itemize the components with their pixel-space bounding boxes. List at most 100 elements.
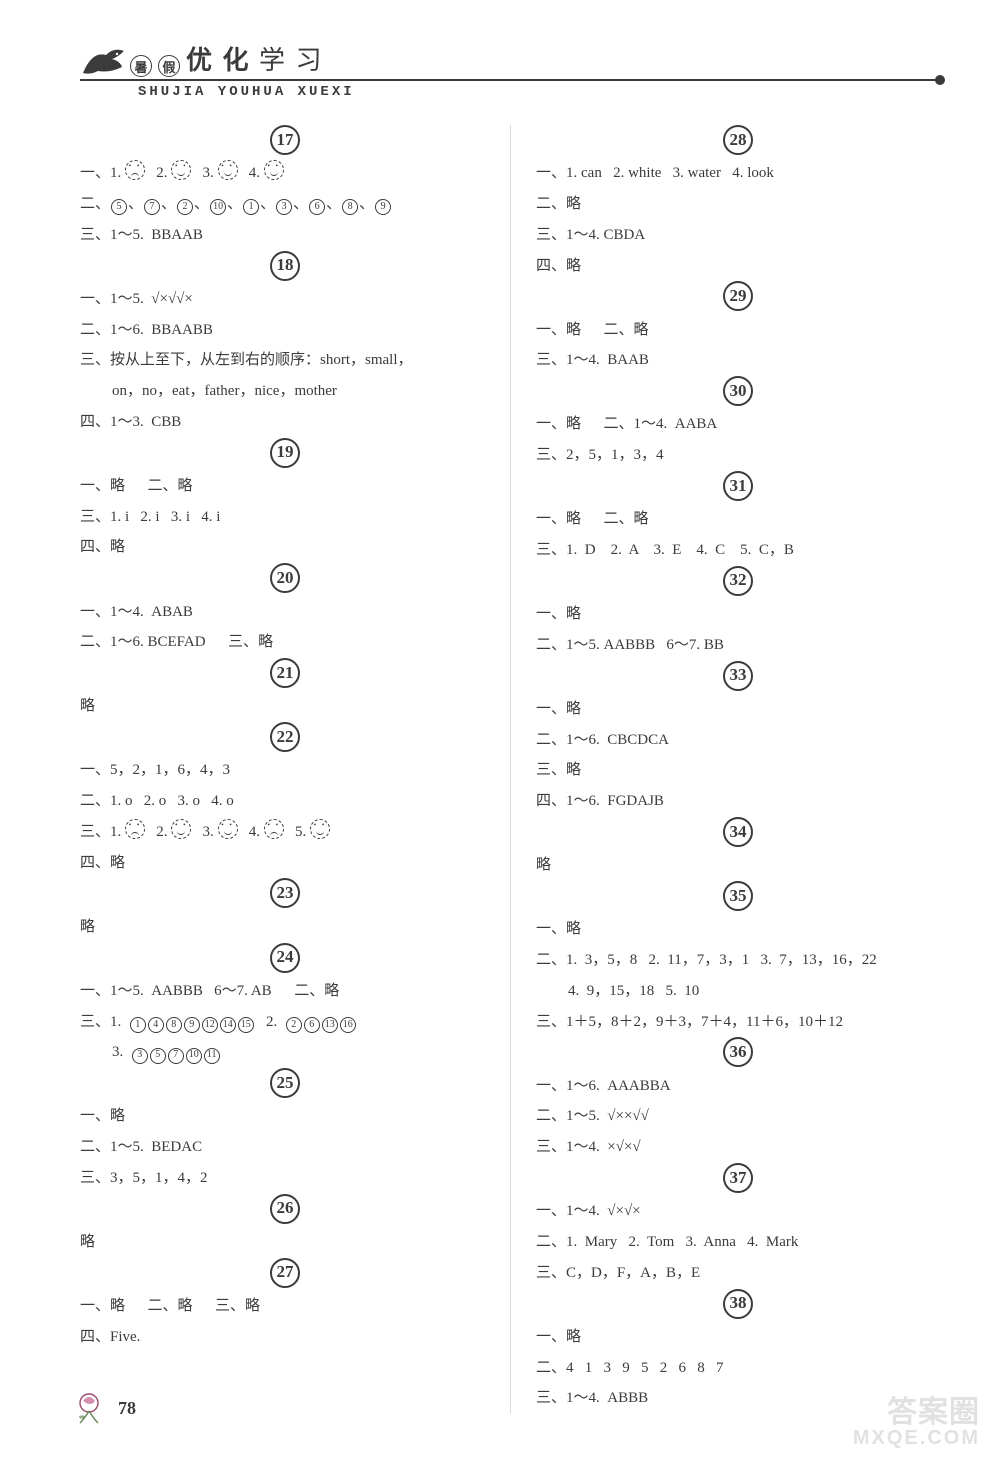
smile-face-icon bbox=[264, 160, 284, 180]
answer-line: 二、略 bbox=[536, 189, 940, 220]
circled-number: 8 bbox=[166, 1017, 182, 1033]
answer-line: 四、略 bbox=[80, 848, 490, 879]
page-footer: 78 bbox=[70, 1389, 136, 1427]
section-number: 32 bbox=[723, 566, 753, 596]
section-number: 23 bbox=[270, 878, 300, 908]
section-head: 20 bbox=[80, 563, 490, 594]
answer-line: 一、略 二、略 bbox=[536, 315, 940, 346]
section-head: 26 bbox=[80, 1194, 490, 1225]
section-number: 38 bbox=[723, 1289, 753, 1319]
circled-number: 15 bbox=[238, 1017, 254, 1033]
title-thin: 学 习 bbox=[259, 46, 324, 75]
section-number: 25 bbox=[270, 1068, 300, 1098]
answer-line: 二、1～6. CBCDCA bbox=[536, 725, 940, 756]
circled-number: 6 bbox=[304, 1017, 320, 1033]
answer-line: 三、1. D 2. A 3. E 4. C 5. C，B bbox=[536, 535, 940, 566]
answer-line: 略 bbox=[536, 850, 940, 881]
section-head: 36 bbox=[536, 1037, 940, 1068]
answer-line: 略 bbox=[80, 1227, 490, 1258]
answer-line: 四、略 bbox=[536, 251, 940, 282]
section-number: 21 bbox=[270, 658, 300, 688]
circled-number: 9 bbox=[375, 199, 391, 215]
answer-line: on，no，eat，father，nice，mother bbox=[80, 376, 490, 407]
page-root: 暑 假 优 化 学 习 SHUJIA YOUHUA XUEXI 17一、1. 2… bbox=[0, 0, 1000, 1454]
watermark: 答案圈 MXQE.COM bbox=[853, 1397, 980, 1450]
circled-number: 8 bbox=[342, 199, 358, 215]
answer-line: 二、1. 3，5，8 2. 11，7，3，1 3. 7，13，16，22 bbox=[536, 945, 940, 976]
answer-line: 略 bbox=[80, 912, 490, 943]
answer-line: 二、4 1 3 9 5 2 6 8 7 bbox=[536, 1353, 940, 1384]
answer-line: 一、略 bbox=[80, 1101, 490, 1132]
content-columns: 17一、1. 2. 3. 4. 二、5、7、2、10、1、3、6、8、9三、1～… bbox=[80, 125, 940, 1414]
answer-line: 一、略 bbox=[536, 1322, 940, 1353]
answer-line: 四、1～3. CBB bbox=[80, 407, 490, 438]
answer-line: 二、1～5. AABBB 6～7. BB bbox=[536, 630, 940, 661]
circled-number: 11 bbox=[204, 1048, 220, 1064]
section-head: 21 bbox=[80, 658, 490, 689]
section-head: 38 bbox=[536, 1289, 940, 1320]
answer-line: 二、1～5. √××√√ bbox=[536, 1101, 940, 1132]
section-head: 37 bbox=[536, 1163, 940, 1194]
section-head: 32 bbox=[536, 566, 940, 597]
answer-line: 二、1～6. BCEFAD 三、略 bbox=[80, 627, 490, 658]
section-head: 24 bbox=[80, 943, 490, 974]
page-number: 78 bbox=[118, 1398, 136, 1419]
circled-number: 12 bbox=[202, 1017, 218, 1033]
section-head: 22 bbox=[80, 722, 490, 753]
section-head: 34 bbox=[536, 817, 940, 848]
section-number: 20 bbox=[270, 563, 300, 593]
section-head: 27 bbox=[80, 1258, 490, 1289]
smile-face-icon bbox=[171, 160, 191, 180]
badge-2: 假 bbox=[158, 55, 180, 77]
answer-line: 三、1～4. CBDA bbox=[536, 220, 940, 251]
answer-line: 四、略 bbox=[80, 532, 490, 563]
smile-face-icon bbox=[218, 160, 238, 180]
answer-line: 三、C，D，F，A，B，E bbox=[536, 1258, 940, 1289]
answer-line: 三、1. 1489121415 2. 261316 bbox=[80, 1007, 490, 1038]
answer-line: 一、略 二、1～4. AABA bbox=[536, 409, 940, 440]
smile-face-icon bbox=[310, 819, 330, 839]
answer-line: 三、1～4. BAAB bbox=[536, 345, 940, 376]
section-head: 17 bbox=[80, 125, 490, 156]
answer-line: 一、略 二、略 bbox=[536, 504, 940, 535]
watermark-line1: 答案圈 bbox=[853, 1397, 980, 1429]
section-head: 23 bbox=[80, 878, 490, 909]
answer-line: 一、1～6. AAABBA bbox=[536, 1071, 940, 1102]
answer-line: 二、1～6. BBAABB bbox=[80, 315, 490, 346]
answer-line: 四、1～6. FGDAJB bbox=[536, 786, 940, 817]
smile-face-icon bbox=[218, 819, 238, 839]
answer-line: 二、5、7、2、10、1、3、6、8、9 bbox=[80, 189, 490, 220]
bird-icon bbox=[80, 45, 126, 77]
circled-number: 6 bbox=[309, 199, 325, 215]
answer-line: 一、5，2，1，6，4，3 bbox=[80, 755, 490, 786]
answer-line: 三、1＋5，8＋2，9＋3，7＋4，11＋6，10＋12 bbox=[536, 1007, 940, 1038]
section-number: 29 bbox=[723, 281, 753, 311]
section-number: 17 bbox=[270, 125, 300, 155]
circled-number: 14 bbox=[220, 1017, 236, 1033]
answer-line: 一、1～5. AABBB 6～7. AB 二、略 bbox=[80, 976, 490, 1007]
section-head: 19 bbox=[80, 438, 490, 469]
circled-number: 2 bbox=[286, 1017, 302, 1033]
answer-line: 一、略 bbox=[536, 914, 940, 945]
circled-number: 9 bbox=[184, 1017, 200, 1033]
answer-line: 一、略 二、略 bbox=[80, 471, 490, 502]
section-number: 33 bbox=[723, 661, 753, 691]
section-number: 24 bbox=[270, 943, 300, 973]
answer-line: 一、略 二、略 三、略 bbox=[80, 1291, 490, 1322]
sad-face-icon bbox=[264, 819, 284, 839]
answer-line: 三、1～4. ×√×√ bbox=[536, 1132, 940, 1163]
circled-number: 5 bbox=[111, 199, 127, 215]
section-number: 22 bbox=[270, 722, 300, 752]
answer-line: 略 bbox=[80, 691, 490, 722]
section-number: 26 bbox=[270, 1194, 300, 1224]
answer-line: 一、1～5. √×√√× bbox=[80, 284, 490, 315]
answer-line: 三、2，5，1，3，4 bbox=[536, 440, 940, 471]
watermark-line2: MXQE.COM bbox=[853, 1428, 980, 1449]
circled-number: 2 bbox=[177, 199, 193, 215]
rose-icon bbox=[70, 1389, 108, 1427]
section-number: 30 bbox=[723, 376, 753, 406]
section-number: 31 bbox=[723, 471, 753, 501]
header-top-row: 暑 假 优 化 学 习 bbox=[80, 40, 940, 77]
circled-number: 1 bbox=[243, 199, 259, 215]
page-header: 暑 假 优 化 学 习 SHUJIA YOUHUA XUEXI bbox=[80, 40, 940, 100]
